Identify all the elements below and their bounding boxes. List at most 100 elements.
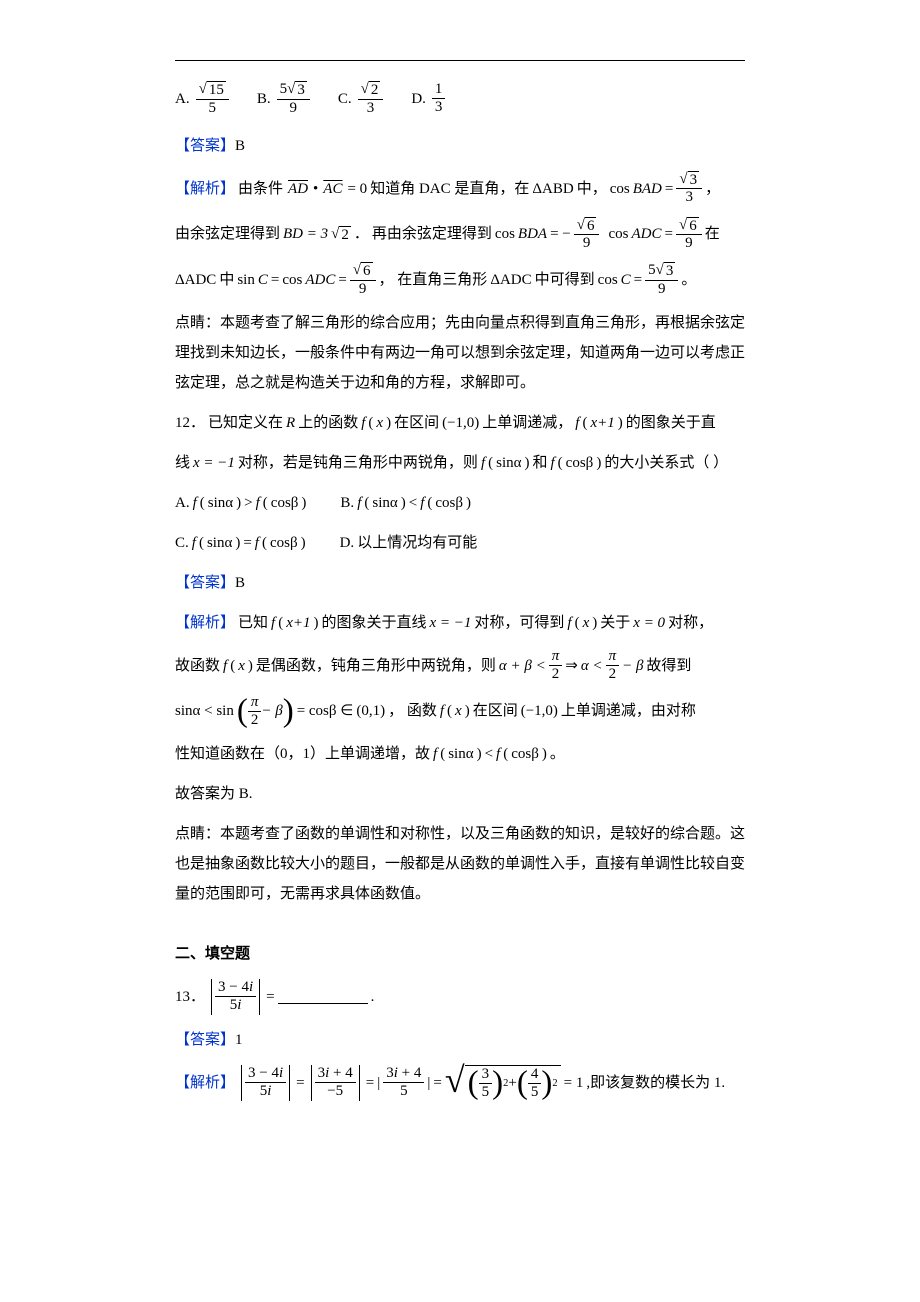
opt-label: C.	[338, 84, 352, 114]
abs: 3 − 4i 5i	[208, 979, 263, 1015]
q12-opts-row1: A. f(sinα) > f(cosβ) B. f(sinα) < f(cosβ…	[175, 488, 745, 518]
answer-label: 【答案】	[175, 575, 235, 591]
cos-label: cos	[608, 219, 628, 249]
text: 关于	[600, 608, 630, 638]
text: 中可得到	[535, 265, 595, 295]
answer-value: 1	[235, 1032, 243, 1048]
R: R	[286, 408, 295, 438]
text: 的大小关系式（ ）	[604, 448, 728, 478]
triangle-ADC: ΔADC	[490, 265, 531, 295]
text: 中，	[577, 174, 607, 204]
q12-expl-line1: 【解析】 已知 f(x+1) 的图象关于直线 x = −1 对称，可得到 f(x…	[175, 608, 745, 638]
q11-opt-B: B. 5√3 9	[257, 81, 310, 117]
text: 线	[175, 448, 190, 478]
fraction: 1 3	[432, 81, 446, 117]
q11-expl-line1: 【解析】 由条件 AD • AC = 0 知道角 DAC 是直角，在 ΔABD …	[175, 171, 745, 207]
opt-C-label: C.	[175, 528, 189, 558]
q11-dianjing: 点睛：本题考查了解三角形的综合应用；先由向量点积得到直角三角形，再根据余弦定理找…	[175, 308, 745, 398]
sin-label: sin	[237, 265, 255, 295]
section-2-title: 二、填空题	[175, 939, 745, 969]
fraction: π 2	[549, 648, 563, 684]
eq0: = 0	[347, 174, 367, 204]
text: 故函数	[175, 651, 220, 681]
equals: =	[634, 265, 642, 295]
equals: =	[271, 265, 279, 295]
q12-answer: 【答案】B	[175, 568, 745, 598]
angleADC: ADC	[305, 265, 335, 295]
q13-answer: 【答案】1	[175, 1025, 745, 1055]
f: f	[361, 408, 365, 438]
q12-stem-line1: 12． 已知定义在 R 上的函数 f(x) 在区间 (−1,0) 上单调递减， …	[175, 408, 745, 438]
q11-opt-C: C. √2 3	[338, 81, 384, 117]
fraction: √6 9	[350, 262, 376, 298]
fraction: 5√3 9	[277, 81, 310, 117]
abs: 3i + 4 −5	[308, 1065, 363, 1101]
f: f	[575, 408, 579, 438]
explain-label: 【解析】	[175, 174, 235, 204]
q11-opt-D: D. 1 3	[411, 81, 445, 117]
text: 是偶函数，钝角三角形中两锐角，则	[256, 651, 496, 681]
q12-dianjing: 点睛：本题考查了函数的单调性和对称性，以及三角函数的知识，是较好的综合题。这也是…	[175, 819, 745, 909]
text: 在	[705, 219, 720, 249]
x-eq: x = −1	[193, 448, 235, 478]
opt-label: B.	[257, 84, 271, 114]
text: 的图象关于直	[626, 408, 716, 438]
q13-expl: 【解析】 3 − 4i 5i = 3i + 4 −5 = | 3i + 4 5 …	[175, 1065, 745, 1102]
explain-label: 【解析】	[175, 1068, 235, 1098]
angleADC: ADC	[631, 219, 661, 249]
eq-neg: = −	[550, 219, 571, 249]
sqrt-big: √ 352 + 452	[445, 1065, 561, 1102]
period: ．	[354, 219, 369, 249]
interval: (−1,0)	[442, 408, 479, 438]
text: 已知定义在	[208, 408, 283, 438]
angleBAD: BAD	[633, 174, 662, 204]
cos-label: cos	[495, 219, 515, 249]
text: 再由余弦定理得到	[372, 219, 492, 249]
dot: •	[313, 174, 318, 204]
q12-expl-line3: sinα < sin π 2 − β = cosβ ∈ (0,1) ， 函数 f…	[175, 694, 745, 730]
text: 和	[532, 448, 547, 478]
top-rule	[175, 60, 745, 61]
text: 在区间	[394, 408, 439, 438]
f: f	[481, 448, 485, 478]
text: 知道角 DAC 是直角，在	[370, 174, 529, 204]
text: 已知	[238, 608, 268, 638]
text: ,即该复数的模长为 1.	[586, 1068, 725, 1098]
q12-expl-line4: 性知道函数在（0，1）上单调递增，故 f(sinα) < f(cosβ) 。	[175, 739, 745, 769]
answer-value: B	[235, 575, 245, 591]
answer-label: 【答案】	[175, 1032, 235, 1048]
fraction: 5√3 9	[645, 262, 678, 298]
text: 。	[681, 265, 696, 295]
q13-stem: 13． 3 − 4i 5i = .	[175, 979, 745, 1015]
opt-label: D.	[411, 84, 426, 114]
q11-opt-A: A. √15 5	[175, 81, 229, 117]
text: ， 在直角三角形	[379, 265, 488, 295]
text: 上的函数	[298, 408, 358, 438]
text: 对称，	[668, 608, 713, 638]
vector-AD: AD	[286, 174, 310, 204]
opt-label: A.	[175, 84, 190, 114]
answer-label: 【答案】	[175, 138, 235, 154]
cos-label: cos	[598, 265, 618, 295]
triangle-ABD: ΔABD	[532, 174, 573, 204]
fraction: √3 3	[676, 171, 702, 207]
fraction: π 2	[606, 648, 620, 684]
fraction: √6 9	[574, 217, 600, 253]
cos-label: cos	[610, 174, 630, 204]
q12-opts-row2: C. f(sinα) = f(cosβ) D. 以上情况均有可能	[175, 528, 745, 558]
text: 上单调递减，	[482, 408, 572, 438]
opt-D-label: D.	[340, 528, 355, 558]
text: 对称，若是钝角三角形中两锐角，则	[238, 448, 478, 478]
fraction: √6 9	[676, 217, 702, 253]
triangle-ADC: ΔADC	[175, 265, 216, 295]
q12-expl-line5: 故答案为 B.	[175, 779, 745, 809]
equals: =	[665, 174, 673, 204]
explain-label: 【解析】	[175, 608, 235, 638]
q11-expl-line2: 由余弦定理得到 BD = 3√2． 再由余弦定理得到 cosBDA = − √6…	[175, 217, 745, 253]
cos-label: cos	[282, 265, 302, 295]
q12-expl-line2: 故函数 f(x) 是偶函数，钝角三角形中两锐角，则 α + β < π 2 ⇒ …	[175, 648, 745, 684]
vector-AC: AC	[321, 174, 344, 204]
text: 对称，可得到	[474, 608, 564, 638]
opt-D-text: 以上情况均有可能	[357, 528, 477, 558]
q11-expl-line3: ΔADC 中 sinC = cosADC = √6 9 ， 在直角三角形 ΔAD…	[175, 262, 745, 298]
